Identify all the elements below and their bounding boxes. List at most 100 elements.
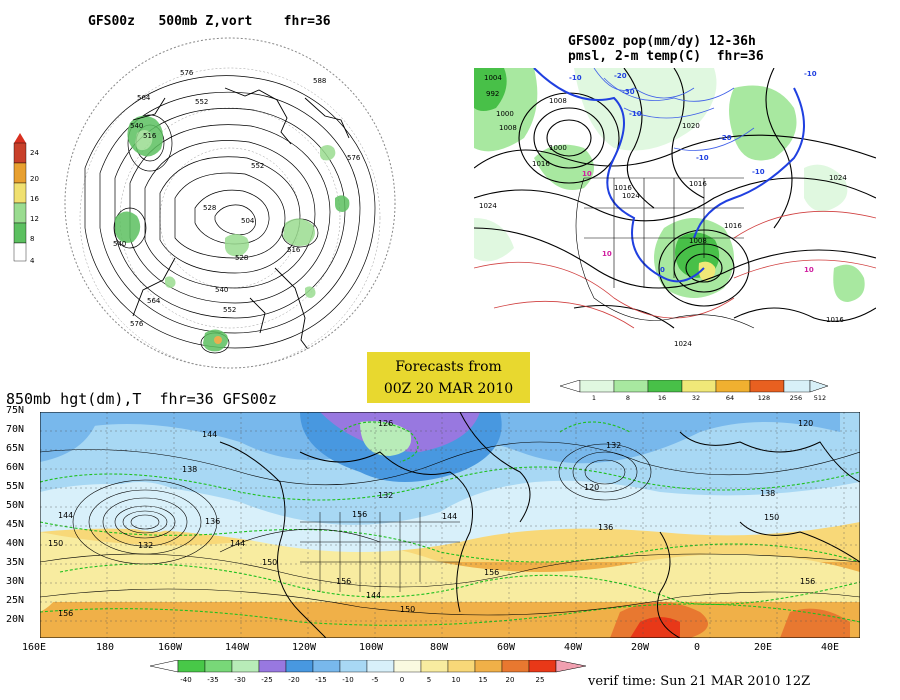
colorbar-label: 0 [400, 676, 404, 684]
isobar-label: 1016 [826, 316, 844, 324]
temp-label: 10 [804, 266, 814, 274]
panel-500mb-title: GFS00z 500mb Z,vort fhr=36 [88, 14, 331, 29]
colorbar-label: 16 [30, 195, 39, 203]
height-label: 126 [378, 419, 393, 428]
lon-label: 0 [694, 642, 701, 653]
lat-label: 50N [6, 500, 25, 511]
isobar-label: 1000 [496, 110, 514, 118]
height-label: 150 [48, 539, 63, 548]
height-label: 136 [205, 517, 220, 526]
colorbar-arrow [14, 133, 26, 143]
panel-850mb-colorbar: -40 -35 -30 -25 -20 -15 -10 -5 0 5 10 15… [150, 660, 587, 684]
badge-line1: Forecasts from [395, 359, 502, 375]
colorbar-label: 512 [814, 394, 826, 402]
height-label: 132 [606, 441, 621, 450]
temp-label: -20 [614, 72, 627, 80]
height-label: 156 [800, 577, 815, 586]
contour-label: 540 [215, 286, 228, 294]
lon-label: 40W [564, 642, 583, 653]
contour-label: 528 [203, 204, 216, 212]
height-label: 144 [58, 511, 73, 520]
isobar-label: 992 [486, 90, 499, 98]
lon-label: 80W [430, 642, 449, 653]
lon-label: 120W [292, 642, 317, 653]
height-label: 120 [798, 419, 813, 428]
colorbar-arrow-left [560, 380, 581, 393]
isobar-label: 1008 [549, 97, 567, 105]
isobar-label: 1016 [689, 180, 707, 188]
contour-label: 552 [251, 162, 264, 170]
isobar-label: 1024 [479, 202, 497, 210]
temp-label: 10 [582, 170, 592, 178]
lon-label: 160E [22, 642, 47, 653]
contour-label: 576 [180, 69, 194, 77]
colorbar-arrow-right [809, 380, 829, 393]
isobar-label: 1020 [682, 122, 700, 130]
lon-label: 100W [359, 642, 384, 653]
lat-label: 25N [6, 595, 25, 606]
contour-label: 540 [113, 240, 126, 248]
contour-label: 576 [130, 320, 144, 328]
lon-label: 180 [96, 642, 115, 653]
isobar-label: 1016 [614, 184, 632, 192]
temp-label: -10 [629, 110, 642, 118]
colorbar-label: 1 [592, 394, 596, 402]
panel-precip-colorbar: 1 8 16 32 64 128 256 512 [560, 380, 829, 402]
contour-label: 552 [223, 306, 236, 314]
height-label: 156 [352, 510, 367, 519]
temp-label: -10 [752, 168, 765, 176]
temp-label: -20 [719, 134, 732, 142]
lon-axis: 160E 180 160W 140W 120W 100W 80W 60W 40W… [22, 642, 882, 656]
colorbar-label: 4 [30, 257, 35, 265]
contour-label: 576 [347, 154, 361, 162]
temp-label: -10 [569, 74, 582, 82]
colorbar-label: 8 [30, 235, 34, 243]
isobar-label: 1008 [499, 124, 517, 132]
lat-axis: 75N 70N 65N 60N 55N 50N 45N 40N 35N 30N … [6, 405, 40, 637]
contour-label: 588 [313, 77, 326, 85]
colorbar-label: -10 [342, 676, 353, 684]
badge-line2: 00Z 20 MAR 2010 [383, 381, 514, 397]
colorbar-label: 5 [427, 676, 431, 684]
panel-850mb-map: 144 126 132 120 138 132 144 120 138 144 … [40, 412, 860, 638]
colorbar-arrow-right [555, 660, 587, 673]
lat-label: 60N [6, 462, 25, 473]
height-label: 144 [230, 539, 245, 548]
colorbar-label: 12 [30, 215, 39, 223]
isobar-label: 1024 [674, 340, 692, 348]
height-label: 138 [760, 489, 775, 498]
colorbar-label: 15 [479, 676, 488, 684]
lat-label: 40N [6, 538, 25, 549]
contour-label: 564 [137, 94, 151, 102]
colorbar-label: 10 [452, 676, 461, 684]
panel-precip-title-line2: pmsl, 2-m temp(C) fhr=36 [568, 49, 764, 64]
height-label: 144 [442, 512, 457, 521]
colorbar-label: -25 [261, 676, 272, 684]
temp-label: 10 [602, 250, 612, 258]
isobar-label: 1004 [484, 74, 502, 82]
colorbar-label: 128 [758, 394, 770, 402]
temp-label: -10 [804, 70, 817, 78]
colorbar-label: -30 [234, 676, 245, 684]
height-label: 144 [366, 591, 381, 600]
contour-label: 540 [130, 122, 143, 130]
lon-label: 140W [225, 642, 250, 653]
contour-label: 516 [287, 246, 301, 254]
lat-label: 20N [6, 614, 25, 625]
panel-500mb-map: 576 588 564 552 540 516 528 504 576 552 … [64, 37, 396, 369]
height-label: 138 [182, 465, 197, 474]
isobar-label: 1016 [724, 222, 742, 230]
lon-label: 20W [631, 642, 650, 653]
forecast-init-badge: Forecasts from 00Z 20 MAR 2010 [367, 352, 530, 403]
colorbar-label: -20 [288, 676, 299, 684]
colorbar-label: 24 [30, 149, 39, 157]
height-label: 150 [400, 605, 415, 614]
height-label: 150 [262, 558, 277, 567]
lat-label: 75N [6, 405, 25, 416]
lon-label: 60W [497, 642, 516, 653]
contour-label: 552 [195, 98, 208, 106]
colorbar-label: 256 [790, 394, 802, 402]
panel-850mb-title: 850mb hgt(dm),T fhr=36 GFS00z [6, 390, 277, 408]
lat-label: 45N [6, 519, 25, 530]
height-label: 156 [484, 568, 499, 577]
